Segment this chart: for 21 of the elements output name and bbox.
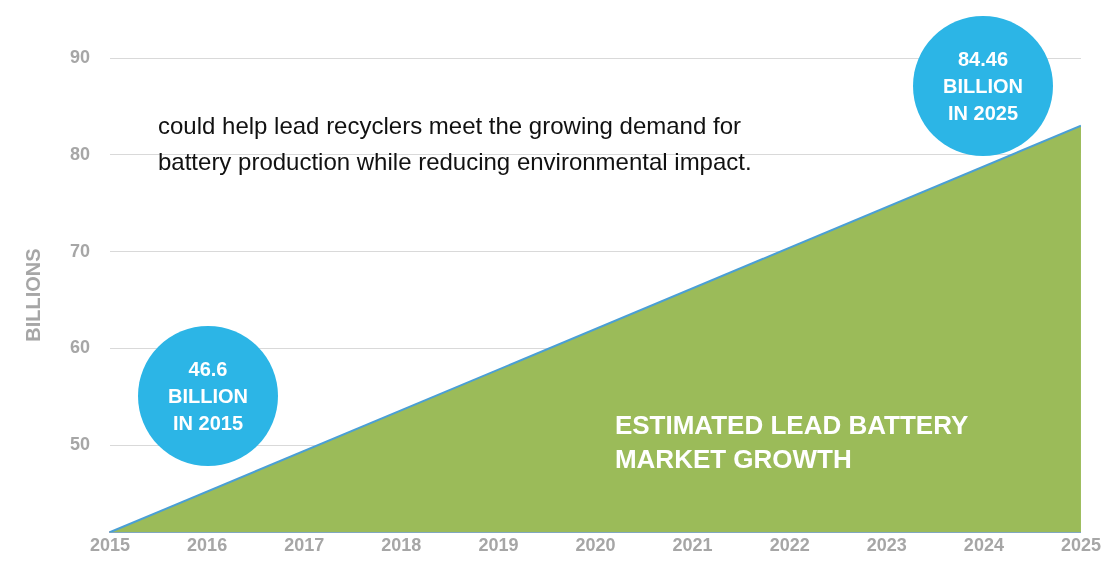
x-tick-label: 2020 [575, 534, 616, 555]
x-tick-label: 2016 [187, 534, 228, 555]
circle-badge: 46.6 BILLION IN 2015 [138, 326, 278, 466]
y-tick-label: 90 [69, 46, 91, 67]
x-tick-label: 2024 [963, 534, 1004, 555]
x-tick-label: 2018 [381, 534, 422, 555]
y-tick-label: 70 [69, 240, 91, 261]
x-tick-label: 2023 [866, 534, 907, 555]
y-axis-title: BILLIONS [21, 248, 44, 342]
x-tick-label: 2017 [284, 534, 325, 555]
series-label: ESTIMATED LEAD BATTERY MARKET GROWTH [614, 409, 969, 474]
circle-badge: 84.46 BILLION IN 2025 [913, 16, 1053, 156]
y-tick-label: 80 [69, 143, 91, 164]
x-tick-label: 2015 [90, 534, 131, 555]
x-tick-label: 2025 [1060, 534, 1101, 555]
y-tick-label: 50 [69, 434, 91, 455]
x-tick-label: 2022 [769, 534, 810, 555]
y-tick-label: 60 [69, 337, 91, 358]
annotation: could help lead recyclers meet the growing demand for battery production while reducing environmental impact. [158, 111, 753, 177]
x-tick-label: 2019 [478, 534, 519, 555]
x-tick-label: 2021 [672, 534, 713, 555]
